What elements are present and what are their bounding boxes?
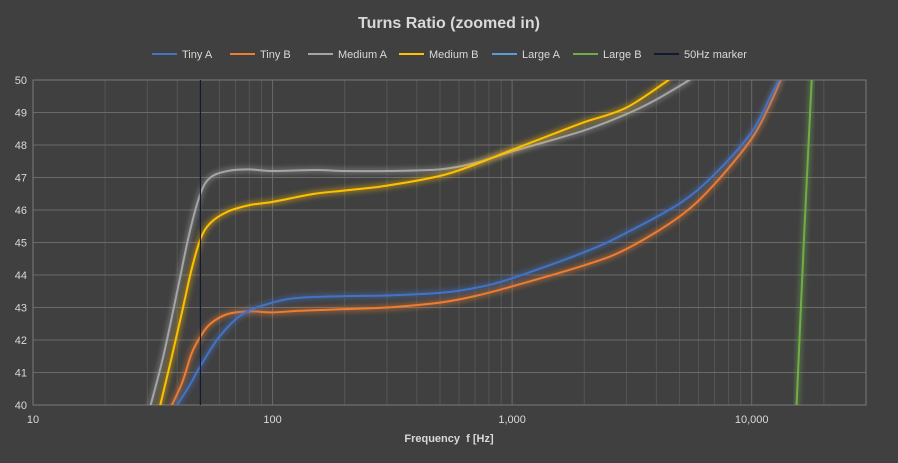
y-tick-label: 49 xyxy=(15,108,27,120)
legend-item-medium-a: Medium A xyxy=(308,49,388,61)
x-tick-label: 10,000 xyxy=(735,414,769,426)
series-line-tiny-b xyxy=(170,80,782,405)
y-tick-label: 41 xyxy=(15,368,27,380)
x-axis-label: Frequency f [Hz] xyxy=(404,433,494,445)
grid xyxy=(32,79,867,406)
plot-frame xyxy=(32,79,867,406)
y-tick-label: 50 xyxy=(15,75,27,87)
legend-label: Tiny B xyxy=(260,49,291,61)
chart-title: Turns Ratio (zoomed in) xyxy=(358,15,540,32)
x-tick-label: 1,000 xyxy=(498,414,526,426)
y-tick-label: 43 xyxy=(15,303,27,315)
legend-item-large-b: Large B xyxy=(573,49,642,61)
y-tick-label: 44 xyxy=(15,270,27,282)
legend-label: Medium A xyxy=(338,49,388,61)
series-line-tiny-a xyxy=(176,80,780,405)
y-tick-label: 46 xyxy=(15,205,27,217)
series-line-large-b xyxy=(795,80,813,405)
legend-item-50hz-marker: 50Hz marker xyxy=(654,49,747,61)
legend-item-large-a: Large A xyxy=(492,49,561,61)
legend-label: Large B xyxy=(603,49,642,61)
y-tick-label: 48 xyxy=(15,140,27,152)
y-tick-label: 42 xyxy=(15,335,27,347)
legend-label: Tiny A xyxy=(182,49,213,61)
legend-label: 50Hz marker xyxy=(684,49,747,61)
legend-item-tiny-a: Tiny A xyxy=(152,49,213,61)
legend-item-medium-b: Medium B xyxy=(399,49,479,61)
y-tick-label: 45 xyxy=(15,238,27,250)
series-line-medium-b xyxy=(159,80,670,405)
y-axis-ticks: 40 41 42 43 44 45 46 47 48 49 50 xyxy=(15,75,27,412)
y-tick-label: 40 xyxy=(15,400,27,412)
x-tick-label: 100 xyxy=(263,414,281,426)
x-tick-label: 10 xyxy=(27,414,39,426)
legend: Tiny A Tiny B Medium A Medium B Large A Large… xyxy=(152,49,747,61)
plot-area xyxy=(147,80,816,405)
series-line-medium-a xyxy=(149,80,691,405)
legend-item-tiny-b: Tiny B xyxy=(230,49,291,61)
x-axis-ticks: 10 100 1,000 10,000 xyxy=(27,414,769,426)
y-tick-label: 47 xyxy=(15,173,27,185)
legend-label: Medium B xyxy=(429,49,479,61)
legend-label: Large A xyxy=(522,49,561,61)
